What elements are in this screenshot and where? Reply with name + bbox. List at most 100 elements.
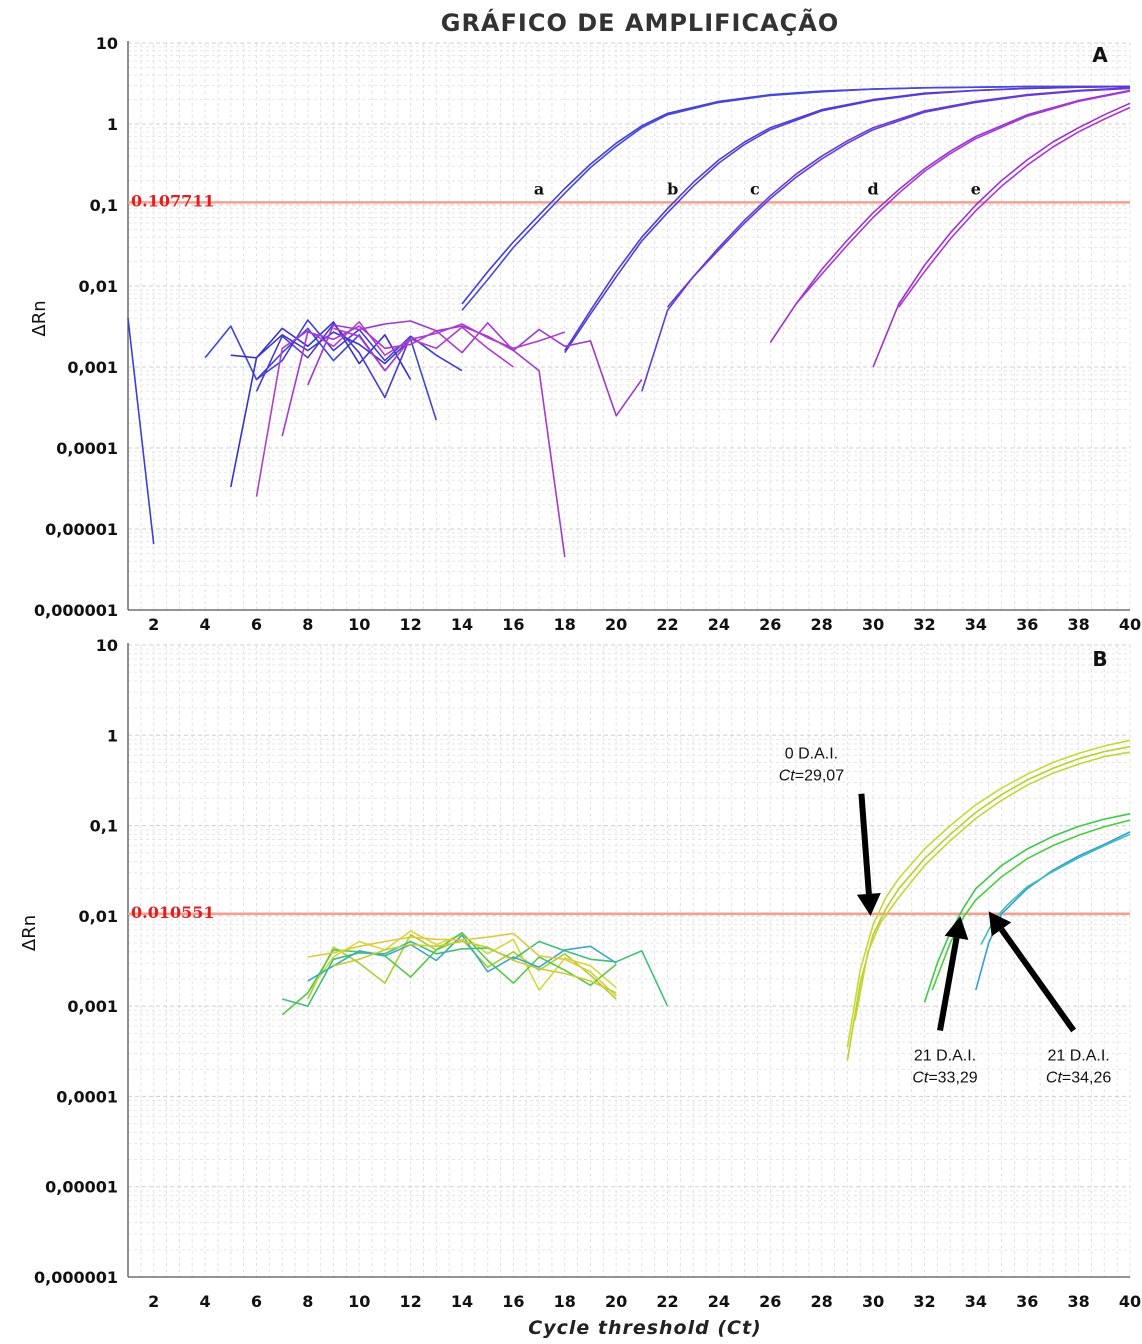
annotation-dai-label: 21 D.A.I. <box>1047 1048 1109 1065</box>
y-axis-title: ΔRn <box>29 300 50 336</box>
y-tick-label: 0,1 <box>90 196 118 215</box>
x-tick-label: 38 <box>1067 1292 1089 1311</box>
series-line-17 <box>255 321 514 497</box>
y-tick-label: 0,001 <box>67 358 118 377</box>
figure-title: GRÁFICO DE AMPLIFICAÇÃO <box>441 8 840 37</box>
series-line-7 <box>769 89 1131 344</box>
x-tick-label: 12 <box>399 1292 421 1311</box>
x-tick-label: 16 <box>502 1292 524 1311</box>
y-tick-label: 0,00001 <box>45 1178 118 1197</box>
labels-a: A 0.107711 a b c d e <box>131 43 1108 210</box>
x-tick-label: 10 <box>348 615 370 634</box>
series-line-10 <box>281 931 617 1016</box>
series-group-a <box>127 85 1131 558</box>
x-tick-label: 22 <box>656 615 678 634</box>
x-tick-label: 24 <box>708 1292 730 1311</box>
x-tick-label: 26 <box>759 1292 781 1311</box>
annotation-arrow-head <box>856 893 881 916</box>
series-line-18 <box>281 322 566 558</box>
x-tick-label: 22 <box>656 1292 678 1311</box>
x-tick-label: 14 <box>451 615 473 634</box>
x-tick-label: 34 <box>965 1292 987 1311</box>
annotation-arrow-head <box>944 916 969 940</box>
annotation-dai-label: 21 D.A.I. <box>914 1048 976 1065</box>
x-tick-label: 20 <box>605 1292 627 1311</box>
x-tick-label: 18 <box>554 1292 576 1311</box>
x-tick-label: 30 <box>862 1292 884 1311</box>
x-tick-label: 34 <box>965 615 987 634</box>
x-tick-label: 8 <box>302 1292 313 1311</box>
series-line-11 <box>127 318 155 545</box>
series-line-11 <box>281 940 669 1007</box>
annotation-ct-label: Ct=33,29 <box>912 1070 977 1087</box>
series-line-2 <box>461 85 1130 311</box>
grid-a <box>127 42 1131 611</box>
annotation-arrow-shaft <box>858 793 872 895</box>
x-tick-label: 32 <box>913 1292 935 1311</box>
series-line-9 <box>872 102 1131 368</box>
annotation-dai-label: 0 D.A.I. <box>785 746 838 763</box>
y-tick-label: 0,01 <box>79 277 118 296</box>
y-tick-label: 0,01 <box>79 907 118 926</box>
series-line-8 <box>795 90 1131 305</box>
x-tick-label: 20 <box>605 615 627 634</box>
x-tick-label: 40 <box>1119 1292 1141 1311</box>
x-tick-label: 30 <box>862 615 884 634</box>
series-line-2 <box>846 745 1131 1061</box>
x-tick-label: 38 <box>1067 615 1089 634</box>
y-tick-label: 0,000001 <box>34 601 118 620</box>
x-tick-label: 10 <box>348 1292 370 1311</box>
series-line-6 <box>666 87 1131 308</box>
x-tick-label: 2 <box>148 1292 159 1311</box>
series-line-3 <box>854 751 1131 1021</box>
x-tick-label: 16 <box>502 615 524 634</box>
curve-label-b: b <box>667 179 678 198</box>
series-line-13 <box>307 932 617 997</box>
y-tick-label: 10 <box>96 636 118 655</box>
panel-letter: B <box>1092 647 1107 671</box>
x-tick-label: 28 <box>811 615 833 634</box>
series-line-4 <box>923 813 1131 1003</box>
y-axis-title: ΔRn <box>19 915 40 951</box>
x-tick-label: 18 <box>554 615 576 634</box>
x-tick-label: 14 <box>451 1292 473 1311</box>
x-tick-label: 4 <box>200 1292 211 1311</box>
curve-label-c: c <box>750 179 760 198</box>
x-tick-label: 2 <box>148 615 159 634</box>
x-tick-label: 28 <box>811 1292 833 1311</box>
threshold-value-label: 0.010551 <box>131 903 215 922</box>
y-tick-label: 0,000001 <box>34 1268 118 1287</box>
x-tick-label: 6 <box>251 1292 262 1311</box>
series-line-20 <box>333 323 566 372</box>
series-line-10 <box>898 106 1131 308</box>
x-tick-label: 36 <box>1016 1292 1038 1311</box>
annotation-arrow-head <box>988 911 1012 937</box>
panel-letter: A <box>1092 43 1108 67</box>
grid-b <box>127 644 1131 1278</box>
x-tick-label: 6 <box>251 615 262 634</box>
x-tick-label: 12 <box>399 615 421 634</box>
x-tick-label: 40 <box>1119 615 1141 634</box>
y-tick-label: 0,0001 <box>56 439 118 458</box>
y-tick-label: 0,1 <box>90 817 118 836</box>
series-line-15 <box>255 323 412 399</box>
y-tick-label: 0,0001 <box>56 1087 118 1106</box>
annotation-arrow-shaft <box>937 937 960 1032</box>
y-tick-label: 0,00001 <box>45 520 118 539</box>
y-tick-label: 1 <box>107 726 118 745</box>
curve-label-a: a <box>534 179 544 198</box>
series-line-16 <box>230 331 412 365</box>
series-line-1 <box>846 739 1131 1048</box>
y-tick-label: 0,001 <box>67 997 118 1016</box>
curve-label-e: e <box>971 179 981 198</box>
threshold-value-label: 0.107711 <box>131 191 215 210</box>
x-tick-label: 26 <box>759 615 781 634</box>
series-line-14 <box>333 940 617 994</box>
series-line-12 <box>307 934 617 982</box>
x-tick-label: 24 <box>708 615 730 634</box>
y-tick-label: 10 <box>96 34 118 53</box>
